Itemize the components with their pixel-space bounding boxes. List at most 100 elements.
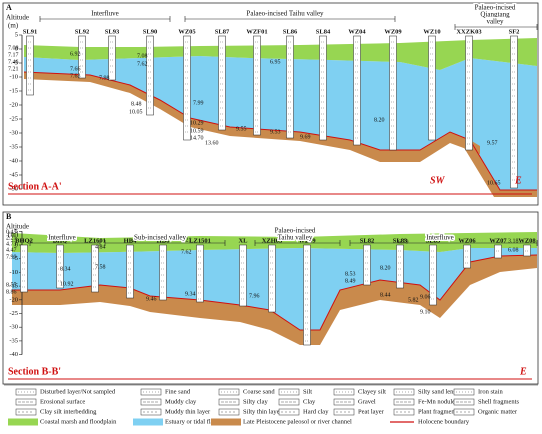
region-label: Qiangtang <box>480 11 510 19</box>
depth-label: 6.79 <box>398 239 409 245</box>
borehole <box>286 35 294 139</box>
depth-label: 7.99 <box>193 100 204 106</box>
borehole-label: BHQ <box>53 237 67 244</box>
y-tick-label: -40 <box>9 351 18 358</box>
legend-swatch <box>278 388 300 396</box>
borehole-label: SL87 <box>215 28 230 35</box>
depth-label: 10.29 <box>190 120 204 126</box>
borehole <box>353 35 361 146</box>
borehole <box>56 244 64 289</box>
borehole-label: SL84 <box>316 28 331 35</box>
borehole-label: XXZK03 <box>456 28 482 35</box>
legend-swatch <box>8 418 38 426</box>
y-tick-label: -5 <box>13 59 18 66</box>
borehole-label: XL <box>238 237 248 244</box>
depth-label: 9.06 <box>420 294 431 300</box>
depth-label: 7.66 <box>70 66 81 72</box>
borehole-label: SL92 <box>75 28 89 35</box>
y-tick-label: -30 <box>9 324 18 331</box>
region-label: Interfluve <box>426 234 454 242</box>
depth-label: 10.59 <box>190 128 204 134</box>
axis-unit: (m) <box>8 231 19 239</box>
borehole <box>428 35 436 141</box>
section-end: E <box>519 366 527 377</box>
borehole-label: WZ07 <box>489 237 507 244</box>
borehole-label: WZ09 <box>298 237 316 244</box>
depth-label: 7.17 <box>8 52 19 58</box>
borehole <box>363 244 371 286</box>
legend-label: Erosional surface <box>40 398 85 405</box>
region-label: Interfluve <box>48 234 76 242</box>
borehole-label: SF2 <box>509 28 520 35</box>
borehole-label: LZ1601 <box>84 237 106 244</box>
borehole <box>108 35 116 81</box>
legend-label: Fine sand <box>165 388 191 395</box>
y-tick-label: -20 <box>9 296 18 303</box>
legend-label: Silty clay <box>243 398 268 405</box>
legend-label: Estuary or tidal flat <box>165 418 216 425</box>
depth-label: 8.55 <box>6 282 17 288</box>
y-tick-label: -45 <box>9 171 18 178</box>
borehole-label: BHQ2 <box>15 237 33 244</box>
axis-title: Altitude <box>6 223 29 231</box>
depth-label: 7.62 <box>137 61 148 67</box>
legend-label: Silt <box>303 388 312 395</box>
borehole-label: WZ10 <box>423 28 440 35</box>
depth-label: 8.34 <box>60 266 71 272</box>
borehole <box>239 244 247 307</box>
borehole-label: LZ1501 <box>189 237 211 244</box>
y-tick-label: -5 <box>13 255 18 262</box>
legend-label: Peat layer <box>358 408 385 415</box>
depth-label: 9.10 <box>420 309 431 315</box>
legend-label: Clayey silt <box>358 388 386 395</box>
borehole <box>218 35 226 131</box>
legend-label: Fe-Mn nodule <box>418 398 455 405</box>
legend-swatch <box>393 388 415 396</box>
depth-label: 9.46 <box>146 296 157 302</box>
borehole-label: SL83 <box>393 237 408 244</box>
y-tick-label: -15 <box>9 283 18 290</box>
y-tick-label: -20 <box>9 101 18 108</box>
y-tick-label: -10 <box>9 269 18 276</box>
depth-label: 10.05 <box>129 109 143 115</box>
borehole <box>494 244 502 259</box>
legend-label: Holocene boundary <box>418 418 470 425</box>
depth-label: 6.92 <box>70 51 81 57</box>
depth-label: 0.45 <box>6 229 17 235</box>
borehole-label: WZ04 <box>348 28 366 35</box>
depth-label: 8.20 <box>380 265 391 271</box>
depth-label: 7.96 <box>249 293 260 299</box>
legend-label: Muddy thin layer <box>165 408 211 415</box>
borehole-label: SL93 <box>105 28 120 35</box>
legend-swatch <box>133 418 163 426</box>
depth-label: 4.84 <box>95 244 106 250</box>
section-end: SW <box>430 175 446 186</box>
borehole <box>183 35 191 141</box>
legend-label: Coarse sand <box>243 388 275 395</box>
depth-label: 7.98 <box>99 75 110 81</box>
region-label: Palaeo-incised <box>275 227 316 235</box>
y-tick-label: -35 <box>9 143 18 150</box>
depth-label: 8.48 <box>131 101 142 107</box>
section-label: Section B-B' <box>8 366 61 377</box>
borehole <box>389 35 397 151</box>
depth-label: 8.20 <box>374 117 385 123</box>
legend-swatch <box>218 388 240 396</box>
borehole <box>146 35 154 116</box>
y-tick-label: -10 <box>9 73 18 80</box>
depth-label: 4.47 <box>6 247 17 253</box>
panel-a-frame <box>2 2 539 206</box>
borehole-label: SL90 <box>143 28 157 35</box>
section-label: Section A-A' <box>8 181 62 192</box>
borehole <box>253 35 261 136</box>
paleosol-layer <box>24 72 480 162</box>
borehole-label: SL86 <box>283 28 298 35</box>
y-tick-label: -35 <box>9 337 18 344</box>
section-end: E <box>514 175 522 186</box>
depth-label: 9.57 <box>487 140 498 146</box>
borehole <box>91 244 99 293</box>
legend-label: Clay silt interbedding <box>40 408 97 415</box>
depth-label: 7.62 <box>181 249 192 255</box>
y-tick-label: -15 <box>9 87 18 94</box>
legend-label: Clay <box>303 398 316 405</box>
